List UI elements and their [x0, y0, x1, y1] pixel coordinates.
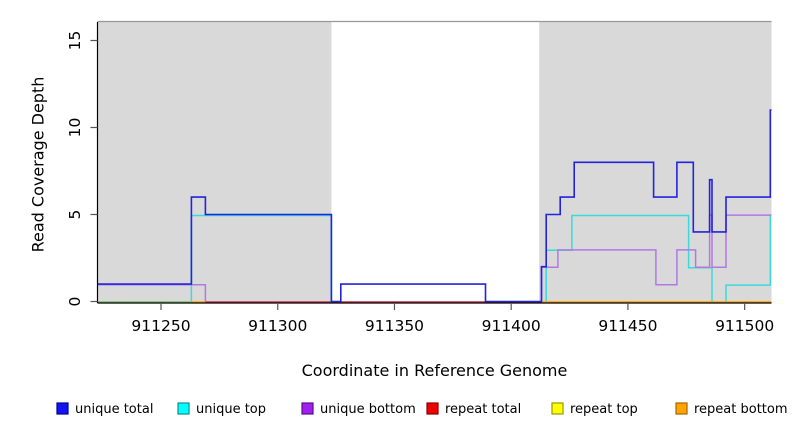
series-unique-top-line	[98, 214, 772, 304]
legend-swatch-repeat-bottom	[675, 402, 688, 415]
repeat-region-band-1	[97, 22, 332, 303]
x-tick-label: 911250	[131, 317, 190, 335]
legend-label-repeat-bottom: repeat bottom	[694, 402, 788, 417]
x-tick-label: 911300	[248, 317, 307, 335]
x-axis-title: Coordinate in Reference Genome	[301, 361, 568, 380]
y-tick-label: 15	[66, 31, 84, 51]
y-axis-title: Read Coverage Depth	[28, 76, 48, 253]
legend-label-unique-total: unique total	[75, 402, 153, 417]
legend-swatch-unique-bottom	[301, 402, 314, 415]
legend-label-repeat-total: repeat total	[445, 402, 521, 417]
legend-label-repeat-top: repeat top	[570, 402, 638, 417]
legend-swatch-unique-top	[177, 402, 190, 415]
x-tick-label: 911500	[715, 317, 774, 335]
y-tick-label: 5	[66, 210, 84, 220]
legend-label-unique-top: unique top	[196, 402, 266, 417]
x-tick-label: 911350	[365, 317, 424, 335]
legend-label-unique-bottom: unique bottom	[320, 402, 416, 417]
y-tick-label: 10	[66, 118, 84, 138]
legend-swatch-repeat-total	[426, 402, 439, 415]
x-tick-label: 911400	[482, 317, 541, 335]
legend-swatch-repeat-top	[551, 402, 564, 415]
legend-swatch-unique-total	[56, 402, 69, 415]
x-tick-label: 911450	[598, 317, 657, 335]
y-tick-label: 0	[66, 297, 84, 307]
series-unique-total-line	[98, 109, 772, 303]
